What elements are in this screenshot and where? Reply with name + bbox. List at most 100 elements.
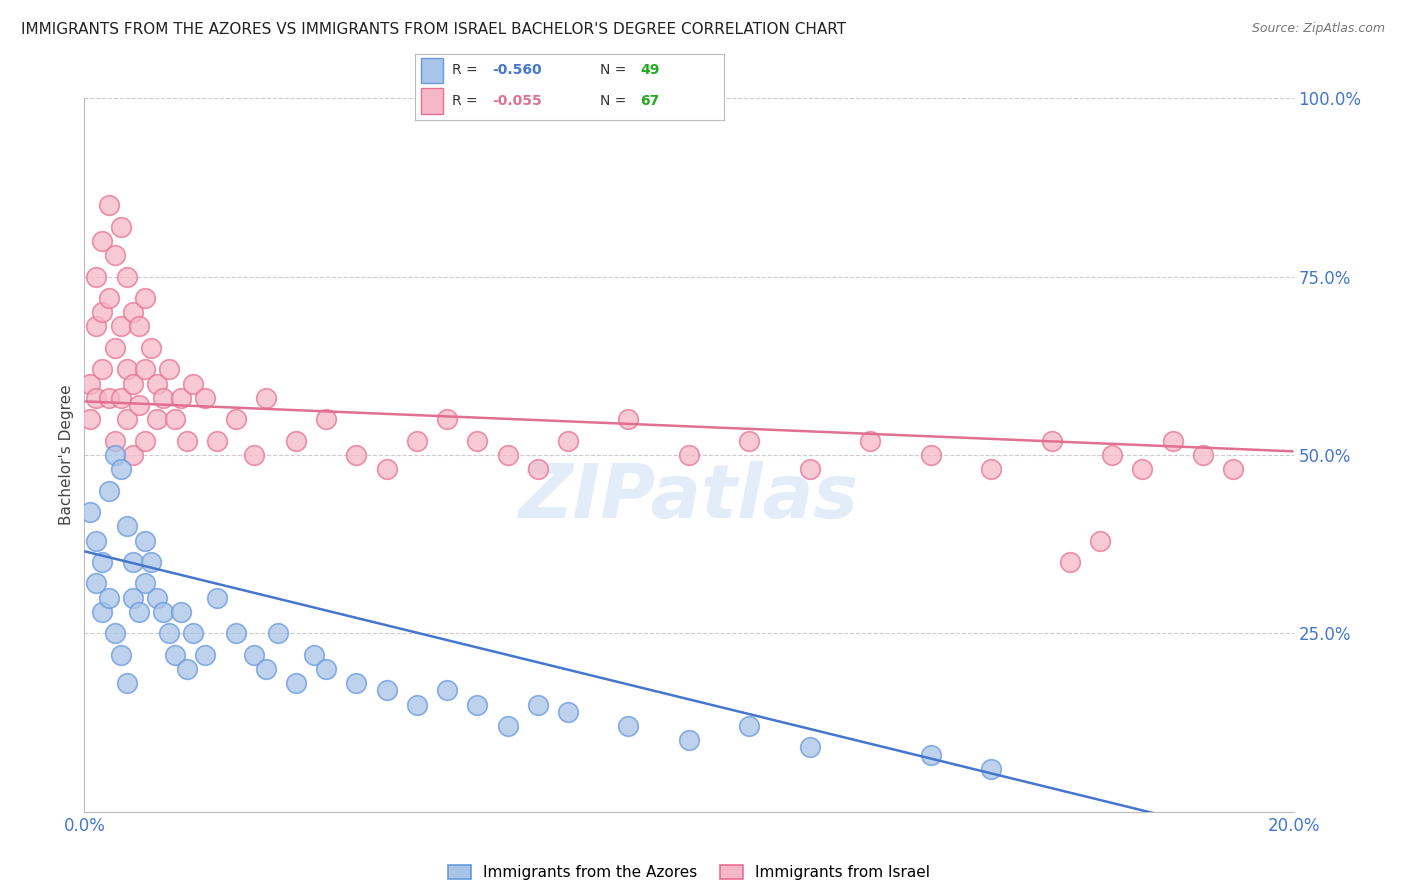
Point (86, 391, 108, 405)
Point (104, 626, 127, 640)
Point (242, 648, 264, 662)
Text: N =: N = (600, 63, 631, 78)
Point (617, 412, 640, 426)
Point (91, 555, 114, 569)
Point (375, 462, 398, 476)
Point (121, 448, 143, 462)
Point (920, 448, 942, 462)
Text: ZIPatlas: ZIPatlas (519, 461, 859, 534)
Point (91, 362, 114, 376)
Point (176, 434, 198, 448)
Point (91, 234, 114, 248)
Point (134, 576, 156, 591)
Point (1130, 462, 1153, 476)
Point (738, 719, 761, 733)
Point (139, 341, 162, 355)
Text: -0.560: -0.560 (492, 63, 541, 78)
Point (121, 376, 143, 391)
Point (527, 462, 550, 476)
Point (86, 576, 108, 591)
Point (181, 376, 204, 391)
Point (1059, 555, 1081, 569)
Point (176, 662, 198, 676)
Point (134, 533, 156, 548)
Point (225, 626, 247, 640)
Point (104, 341, 127, 355)
Point (678, 448, 700, 462)
Point (110, 391, 132, 405)
Point (1222, 462, 1244, 476)
Point (799, 740, 821, 755)
Point (79, 412, 101, 426)
Point (121, 591, 143, 605)
Point (346, 448, 368, 462)
Point (170, 391, 193, 405)
Point (79, 376, 101, 391)
Text: Source: ZipAtlas.com: Source: ZipAtlas.com (1251, 22, 1385, 36)
Point (91, 605, 114, 619)
Point (678, 733, 700, 747)
Point (134, 362, 156, 376)
Point (110, 462, 132, 476)
Point (285, 676, 308, 690)
Point (165, 412, 187, 426)
Point (110, 219, 132, 234)
Point (375, 683, 398, 698)
Point (207, 591, 229, 605)
Point (1040, 434, 1063, 448)
Point (115, 269, 138, 284)
Point (146, 412, 169, 426)
Point (152, 605, 174, 619)
Point (128, 319, 150, 334)
Point (557, 434, 579, 448)
Text: IMMIGRANTS FROM THE AZORES VS IMMIGRANTS FROM ISRAEL BACHELOR'S DEGREE CORRELATI: IMMIGRANTS FROM THE AZORES VS IMMIGRANTS… (21, 22, 846, 37)
Point (128, 398, 150, 412)
Point (254, 391, 277, 405)
Text: 67: 67 (641, 94, 659, 108)
Y-axis label: Bachelor's Degree: Bachelor's Degree (59, 384, 75, 525)
Point (267, 626, 290, 640)
Point (115, 676, 138, 690)
Point (86, 269, 108, 284)
Point (496, 719, 519, 733)
Bar (420, 88, 443, 114)
Point (97, 291, 120, 305)
Point (617, 719, 640, 733)
Point (436, 683, 458, 698)
Point (346, 676, 368, 690)
Point (285, 434, 308, 448)
Text: R =: R = (451, 94, 482, 108)
Point (86, 533, 108, 548)
Point (254, 662, 277, 676)
Point (207, 434, 229, 448)
Legend: Immigrants from the Azores, Immigrants from Israel: Immigrants from the Azores, Immigrants f… (441, 859, 936, 886)
Point (467, 434, 489, 448)
Point (91, 305, 114, 319)
Point (134, 291, 156, 305)
Point (1192, 448, 1215, 462)
Point (86, 319, 108, 334)
Point (225, 412, 247, 426)
Point (557, 705, 579, 719)
Point (97, 483, 120, 498)
Point (436, 412, 458, 426)
Point (139, 555, 162, 569)
Text: R =: R = (451, 63, 482, 78)
Point (980, 462, 1002, 476)
Point (152, 391, 174, 405)
Point (194, 391, 217, 405)
Point (157, 626, 180, 640)
Point (79, 505, 101, 519)
Point (115, 519, 138, 533)
Point (157, 362, 180, 376)
Point (315, 412, 337, 426)
Bar (420, 58, 443, 83)
Point (97, 391, 120, 405)
Point (170, 605, 193, 619)
Point (104, 448, 127, 462)
Point (115, 362, 138, 376)
Point (97, 198, 120, 212)
Point (1101, 448, 1123, 462)
Point (799, 462, 821, 476)
Text: -0.055: -0.055 (492, 94, 541, 108)
